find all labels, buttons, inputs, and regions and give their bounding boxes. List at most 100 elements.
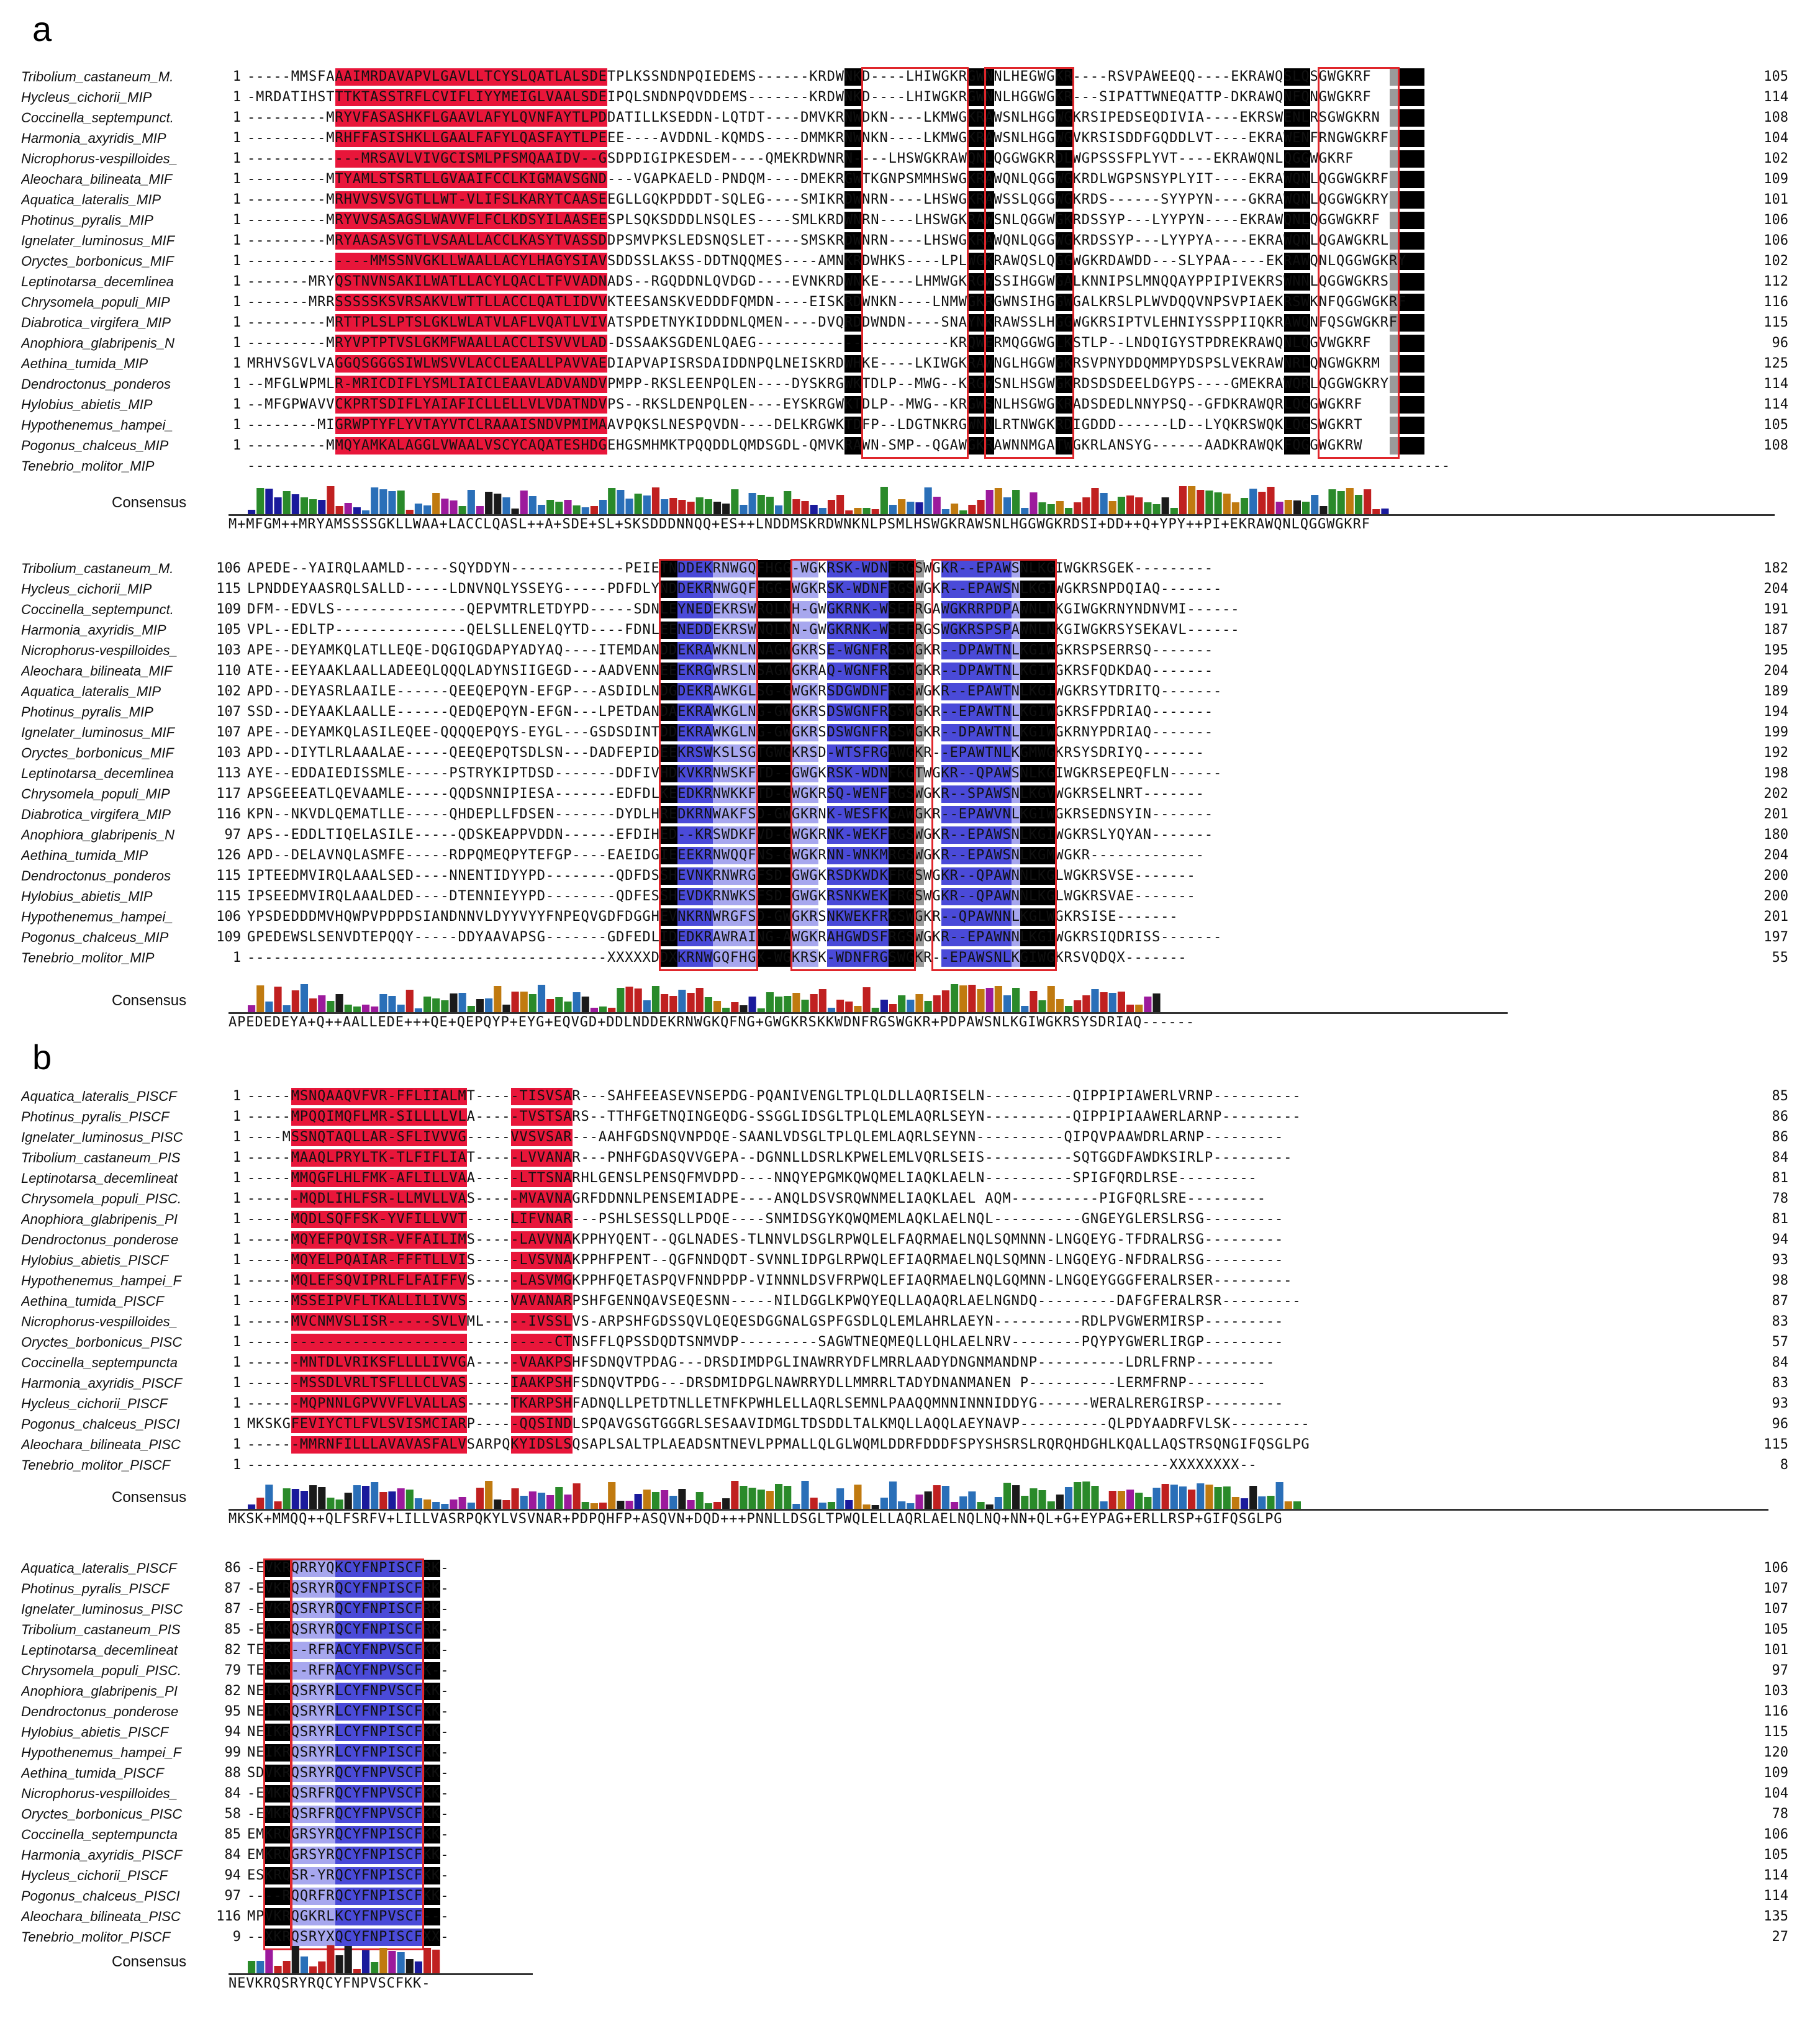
residue-highlight xyxy=(844,232,862,250)
panel-label-a: a xyxy=(32,9,52,48)
consensus-axis xyxy=(229,1012,1508,1014)
logo-column xyxy=(977,500,985,514)
end-position: 86 xyxy=(1772,1129,1789,1145)
logo-column xyxy=(792,499,800,514)
residue-highlight xyxy=(423,1888,441,1905)
residue-highlight xyxy=(335,437,608,455)
end-position: 204 xyxy=(1763,848,1788,863)
sequence: -EAKRQSRYRQCYFNPISCFRK- xyxy=(247,1622,450,1637)
residue-highlight xyxy=(677,826,713,844)
end-position: 187 xyxy=(1763,622,1788,638)
residue-highlight xyxy=(1389,68,1398,86)
logo-column xyxy=(1354,495,1363,514)
species-name: Aethina_tumida_MIP xyxy=(21,848,148,863)
species-name: Tenebrio_molitor_PISCF xyxy=(21,1457,171,1473)
residue-highlight xyxy=(967,232,994,250)
sequence: ------MMRNFILLLAVAVASFALVSARPQKYIDSLSQSA… xyxy=(247,1437,1310,1452)
residue-highlight xyxy=(291,1170,467,1187)
residue-highlight xyxy=(826,683,889,700)
end-position: 78 xyxy=(1772,1806,1789,1822)
logo-column xyxy=(968,1491,976,1509)
end-position: 180 xyxy=(1763,827,1788,843)
logo-column xyxy=(1091,488,1099,514)
logo-column xyxy=(599,500,607,514)
start-position: 94 xyxy=(224,1724,242,1740)
logo-column xyxy=(1030,492,1038,514)
logo-column xyxy=(625,987,633,1012)
sequence: TERKR--RFRACYFNPVSCFKK- xyxy=(247,1642,450,1658)
residue-highlight xyxy=(1398,212,1425,229)
residue-highlight xyxy=(844,417,862,434)
consensus-axis xyxy=(229,1973,533,1975)
end-position: 204 xyxy=(1763,663,1788,679)
logo-column xyxy=(1082,995,1090,1012)
species-name: Pogonus_chalceus_MIP xyxy=(21,438,169,453)
logo-column xyxy=(423,1948,432,1973)
residue-highlight xyxy=(335,212,608,229)
alignment-row: Harmonia_axyridis_PISCF 84 EMKRQGRSYRQCYFN… xyxy=(0,1845,1820,1865)
motif-box xyxy=(790,559,917,971)
residue-highlight xyxy=(1012,826,1021,844)
sequence: -EMKRQSRFRQCYFNPVSCFKK- xyxy=(247,1786,450,1801)
species-name: Coccinella_septempuncta xyxy=(21,1827,178,1842)
logo-column xyxy=(1275,502,1284,514)
logo-column xyxy=(1302,502,1310,514)
residue-highlight xyxy=(1389,396,1398,414)
logo-column xyxy=(537,1493,546,1509)
residue-highlight xyxy=(1398,89,1425,106)
sequence: ----------------------------------------… xyxy=(247,1457,1257,1473)
logo-column xyxy=(643,1490,651,1509)
residue-highlight xyxy=(265,1560,291,1577)
logo-column xyxy=(265,1950,273,1973)
logo-column xyxy=(880,487,888,514)
logo-column xyxy=(1240,498,1249,514)
logo-column xyxy=(801,1481,809,1509)
logo-column xyxy=(546,500,555,514)
residue-highlight xyxy=(792,765,818,782)
end-position: 102 xyxy=(1763,151,1788,166)
alignment-row: Hylobius_abietis_MIP 1 --MFGPWAVVCKPRTSDIF… xyxy=(0,395,1820,415)
logo-column xyxy=(423,1500,432,1509)
end-position: 194 xyxy=(1763,704,1788,720)
logo-column xyxy=(985,490,994,514)
logo-column xyxy=(274,1501,282,1509)
residue-highlight xyxy=(510,1272,573,1290)
sequence: -----MQDLSQFFSK-YVFILLVVT-----LIFVNAR---… xyxy=(247,1211,1284,1227)
residue-highlight xyxy=(844,130,862,147)
alignment-row: Tribolium_castaneum_PIS 85 -EAKRQSRYRQCYFN… xyxy=(0,1620,1820,1640)
residue-highlight xyxy=(967,314,994,332)
residue-highlight xyxy=(844,335,862,352)
residue-highlight xyxy=(1012,908,1021,926)
residue-highlight xyxy=(756,744,792,762)
residue-highlight xyxy=(677,847,713,864)
logo-column xyxy=(985,1504,994,1509)
logo-column xyxy=(818,1503,826,1509)
end-position: 105 xyxy=(1763,417,1788,433)
logo-column xyxy=(968,985,976,1012)
residue-highlight xyxy=(335,232,608,250)
logo-column xyxy=(371,1962,379,1973)
species-name: Aethina_tumida_MIP xyxy=(21,356,148,371)
logo-column xyxy=(731,1481,739,1509)
species-name: Nicrophorus-vespilloides_ xyxy=(21,643,178,658)
end-position: 86 xyxy=(1772,1109,1789,1124)
logo-column xyxy=(291,1946,299,1973)
logo-column xyxy=(968,505,976,514)
end-position: 81 xyxy=(1772,1170,1789,1186)
residue-highlight xyxy=(1020,908,1056,926)
sequence-logo xyxy=(248,486,1389,514)
sequence: ----RQQRFRQCYFNPISCFKK- xyxy=(247,1888,450,1904)
residue-highlight xyxy=(423,1662,441,1680)
start-position: 1 xyxy=(232,1416,241,1432)
logo-column xyxy=(608,1008,616,1012)
residue-highlight xyxy=(335,1806,423,1823)
residue-highlight xyxy=(756,703,792,721)
end-position: 81 xyxy=(1772,1211,1789,1227)
residue-highlight xyxy=(423,1908,441,1925)
residue-highlight xyxy=(826,908,889,926)
residue-highlight xyxy=(915,826,924,844)
residue-highlight xyxy=(677,622,713,639)
logo-column xyxy=(528,1491,536,1509)
logo-column xyxy=(256,1961,265,1973)
start-position: 1 xyxy=(232,1334,241,1350)
